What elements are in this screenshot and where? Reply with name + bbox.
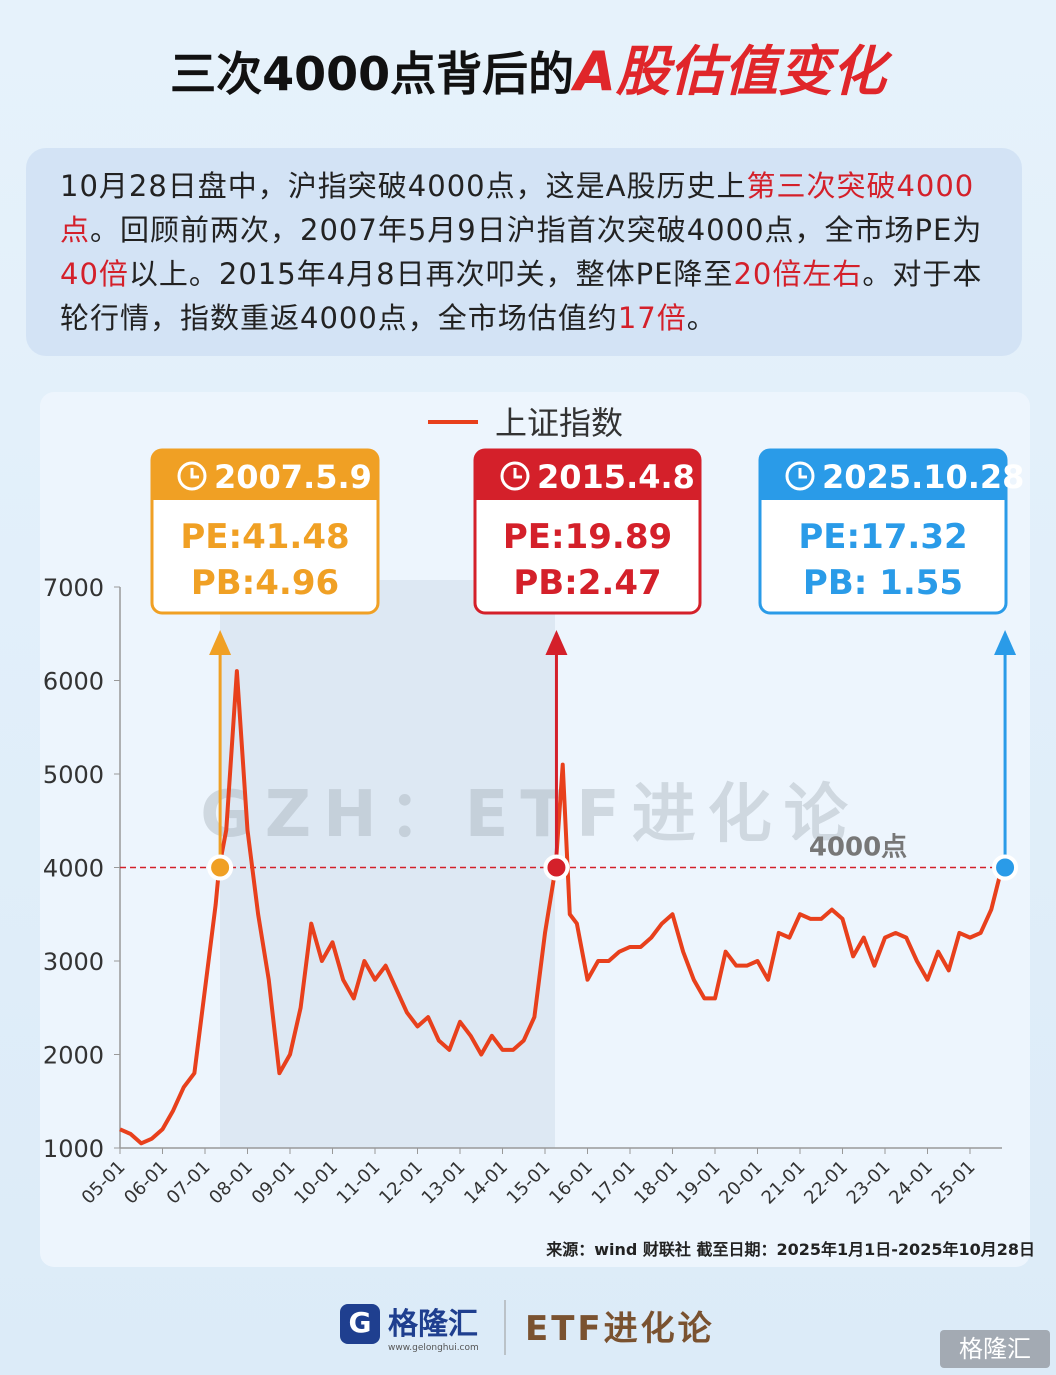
- highlight-text: 17倍: [617, 301, 687, 335]
- intro-text: 。: [686, 301, 717, 335]
- corner-badge: [940, 1330, 1050, 1368]
- event-arrowhead: [545, 630, 568, 655]
- event-header: [760, 450, 1006, 500]
- y-tick-label: 2000: [43, 1042, 104, 1070]
- intro-text: 10月28日盘中，沪指突破4000点，这是A股历史上: [60, 169, 747, 203]
- reference-label: 4000点: [809, 832, 907, 863]
- event-header: [152, 450, 378, 500]
- title-highlight: A股估值变化: [570, 40, 893, 103]
- event-pb: PB: 1.55: [803, 563, 963, 603]
- event-date: 2007.5.9: [214, 458, 372, 496]
- event-pe: PE:17.32: [798, 517, 967, 557]
- logo-url: www.gelonghui.com: [388, 1343, 479, 1353]
- highlight-text: 20倍左右: [733, 257, 863, 291]
- event-arrowhead: [994, 630, 1017, 655]
- event-date: 2025.10.28: [822, 458, 1024, 496]
- event-pe: PE:41.48: [180, 517, 349, 557]
- highlight-text: 40倍: [60, 257, 129, 291]
- y-tick-label: 5000: [43, 761, 104, 789]
- intro-box: 10月28日盘中，沪指突破4000点，这是A股历史上第三次突破4000点。回顾前…: [26, 148, 1022, 356]
- event-point: [543, 854, 570, 881]
- clock-hands: [190, 468, 199, 479]
- y-tick-label: 3000: [43, 948, 104, 976]
- clock-hands: [513, 468, 522, 479]
- intro-text: 。对于本轮行情，指数重返4000点，全市场估值约: [60, 257, 983, 335]
- source-note: 来源：wind 财联社 截至日期：2025年1月1日-2025年10月28日: [545, 1240, 1035, 1259]
- event-date: 2015.4.8: [537, 458, 695, 496]
- series-line: [119, 669, 1004, 1146]
- legend-label: 上证指数: [495, 404, 623, 442]
- intro-text: 。回顾前两次，2007年5月9日沪指首次突破4000点，全市场PE为: [90, 213, 983, 247]
- event-pe: PE:19.89: [503, 517, 672, 557]
- intro-text: 以上。2015年4月8日再次叩关，整体PE降至: [128, 257, 734, 291]
- event-arrowhead: [209, 630, 232, 655]
- shaded-period: [220, 580, 555, 1148]
- event-point: [207, 854, 234, 881]
- event-pb: PB:2.47: [513, 563, 661, 603]
- y-tick-label: 7000: [43, 574, 104, 602]
- corner-text: 格隆汇: [959, 1335, 1031, 1363]
- footer-brand: ETF进化论: [525, 1309, 715, 1349]
- y-tick-label: 1000: [43, 1135, 104, 1163]
- title-part: 三次4000点背后的: [170, 47, 574, 101]
- highlight-text: 第三次突破4000点: [60, 169, 975, 247]
- clock-hands: [798, 468, 807, 479]
- watermark: GZH：ETF进化论: [200, 778, 860, 852]
- event-header: [475, 450, 700, 500]
- clock-icon: [177, 461, 207, 491]
- clock-icon: [500, 461, 530, 491]
- event-point: [992, 854, 1019, 881]
- y-tick-label: 6000: [43, 668, 104, 696]
- logo-text: 格隆汇: [388, 1307, 478, 1342]
- title: 三次4000点背后的A股估值变化: [170, 40, 893, 103]
- logo-icon: [340, 1304, 380, 1344]
- y-tick-label: 4000: [43, 855, 104, 883]
- clock-icon: [785, 461, 815, 491]
- logo-glyph: G: [349, 1306, 372, 1339]
- event-pb: PB:4.96: [191, 563, 339, 603]
